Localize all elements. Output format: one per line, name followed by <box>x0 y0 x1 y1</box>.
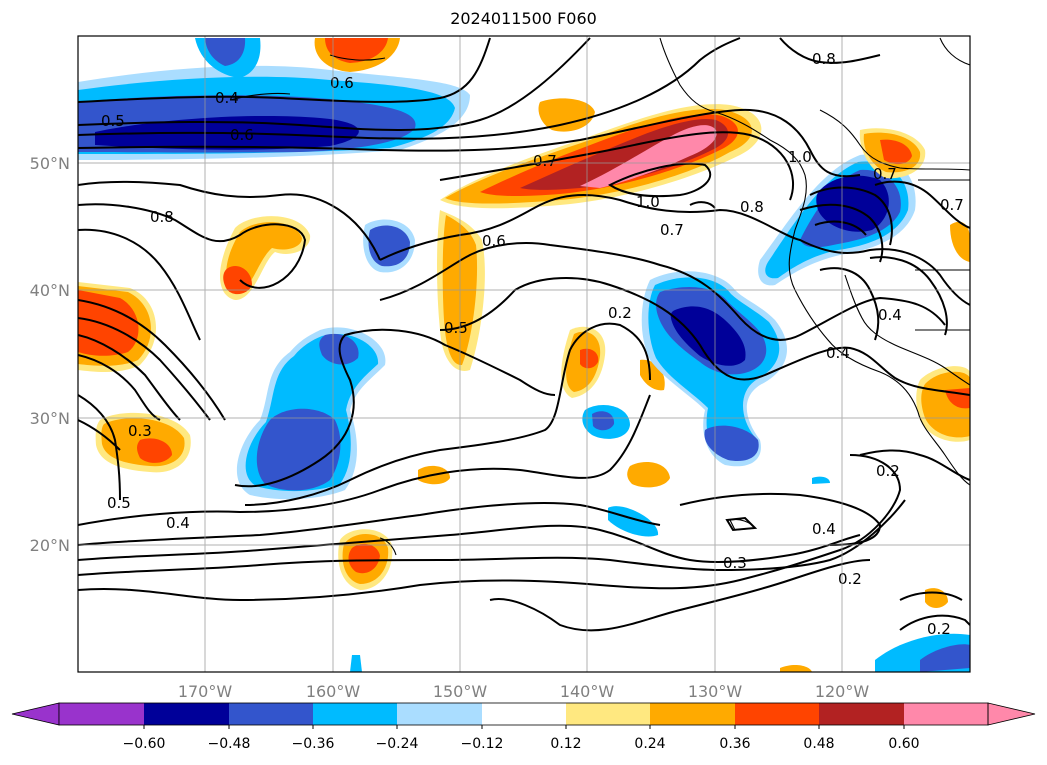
longitude-labels: 170°W 160°W 150°W 140°W 130°W 120°W <box>178 682 870 701</box>
map-title: 2024011500 F060 <box>450 9 597 28</box>
colorbar: −0.60 −0.48 −0.36 −0.24 −0.12 0.12 0.24 … <box>11 702 1036 752</box>
contour-label: 0.3 <box>128 422 152 440</box>
contour-label: 1.0 <box>636 193 660 211</box>
contour-label: 0.5 <box>444 319 468 337</box>
colorbar-tick: 0.12 <box>550 736 581 752</box>
contour-label: 0.2 <box>927 620 951 638</box>
lat-label: 30°N <box>30 409 70 428</box>
colorbar-segment <box>144 703 229 725</box>
contour-lines <box>78 37 970 632</box>
colorbar-segment <box>904 703 988 725</box>
contour-label: 0.5 <box>107 494 131 512</box>
contour-label-group: 0.4 0.5 0.6 0.6 0.8 0.7 1.0 1.0 0.7 0.8 … <box>101 50 964 638</box>
lon-label: 130°W <box>688 682 743 701</box>
colorbar-segment <box>59 703 144 725</box>
contour-label: 0.8 <box>812 50 836 68</box>
colorbar-tick: 0.48 <box>803 736 834 752</box>
contour-label: 0.4 <box>826 344 850 362</box>
colorbar-segment <box>566 703 650 725</box>
gridlines <box>78 36 970 672</box>
contour-label: 0.8 <box>150 208 174 226</box>
contour-label: 0.8 <box>740 198 764 216</box>
map-frame <box>77 35 971 673</box>
lat-label: 40°N <box>30 281 70 300</box>
colorbar-segment <box>735 703 819 725</box>
contour-label: 0.7 <box>873 165 897 183</box>
contour-label: 1.0 <box>788 148 812 166</box>
colorbar-segment <box>397 703 482 725</box>
lon-label: 170°W <box>178 682 233 701</box>
colorbar-segment <box>229 703 313 725</box>
colorbar-tick: 0.36 <box>719 736 750 752</box>
colorbar-tick: −0.24 <box>376 736 419 752</box>
colorbar-extend-high <box>987 702 1036 726</box>
colorbar-extend-low <box>11 702 60 726</box>
colorbar-segment <box>482 703 566 725</box>
contour-label: 0.2 <box>876 462 900 480</box>
contour-label: 0.5 <box>101 112 125 130</box>
colorbar-segment <box>313 703 397 725</box>
contour-label: 0.6 <box>230 126 254 144</box>
lon-label: 150°W <box>433 682 488 701</box>
colorbar-segment <box>650 703 735 725</box>
colorbar-segment <box>819 703 904 725</box>
contour-label: 0.7 <box>533 152 557 170</box>
colorbar-tick: −0.48 <box>208 736 251 752</box>
colorbar-tick: −0.12 <box>461 736 504 752</box>
lon-label: 140°W <box>560 682 615 701</box>
contour-label: 0.3 <box>723 554 747 572</box>
colorbar-tick: −0.60 <box>123 736 166 752</box>
colorbar-tick: 0.60 <box>888 736 919 752</box>
colorbar-tick: −0.36 <box>292 736 335 752</box>
contour-label: 0.7 <box>940 196 964 214</box>
contour-label: 0.6 <box>482 232 506 250</box>
map-panel: 0.4 0.5 0.6 0.6 0.8 0.7 1.0 1.0 0.7 0.8 … <box>78 36 970 672</box>
latitude-labels: 50°N 40°N 30°N 20°N <box>30 154 70 555</box>
contour-label: 0.4 <box>878 306 902 324</box>
contour-label: 0.7 <box>660 221 684 239</box>
anomaly-shading <box>78 38 970 672</box>
contour-label: 0.2 <box>838 570 862 588</box>
contour-label: 0.6 <box>330 74 354 92</box>
lat-label: 50°N <box>30 154 70 173</box>
contour-label: 0.4 <box>166 514 190 532</box>
colorbar-tick: 0.24 <box>634 736 665 752</box>
contour-label: 0.2 <box>608 304 632 322</box>
lat-label: 20°N <box>30 536 70 555</box>
contour-label: 0.4 <box>215 89 239 107</box>
contour-label: 0.4 <box>812 520 836 538</box>
lon-label: 120°W <box>815 682 870 701</box>
lon-label: 160°W <box>306 682 361 701</box>
